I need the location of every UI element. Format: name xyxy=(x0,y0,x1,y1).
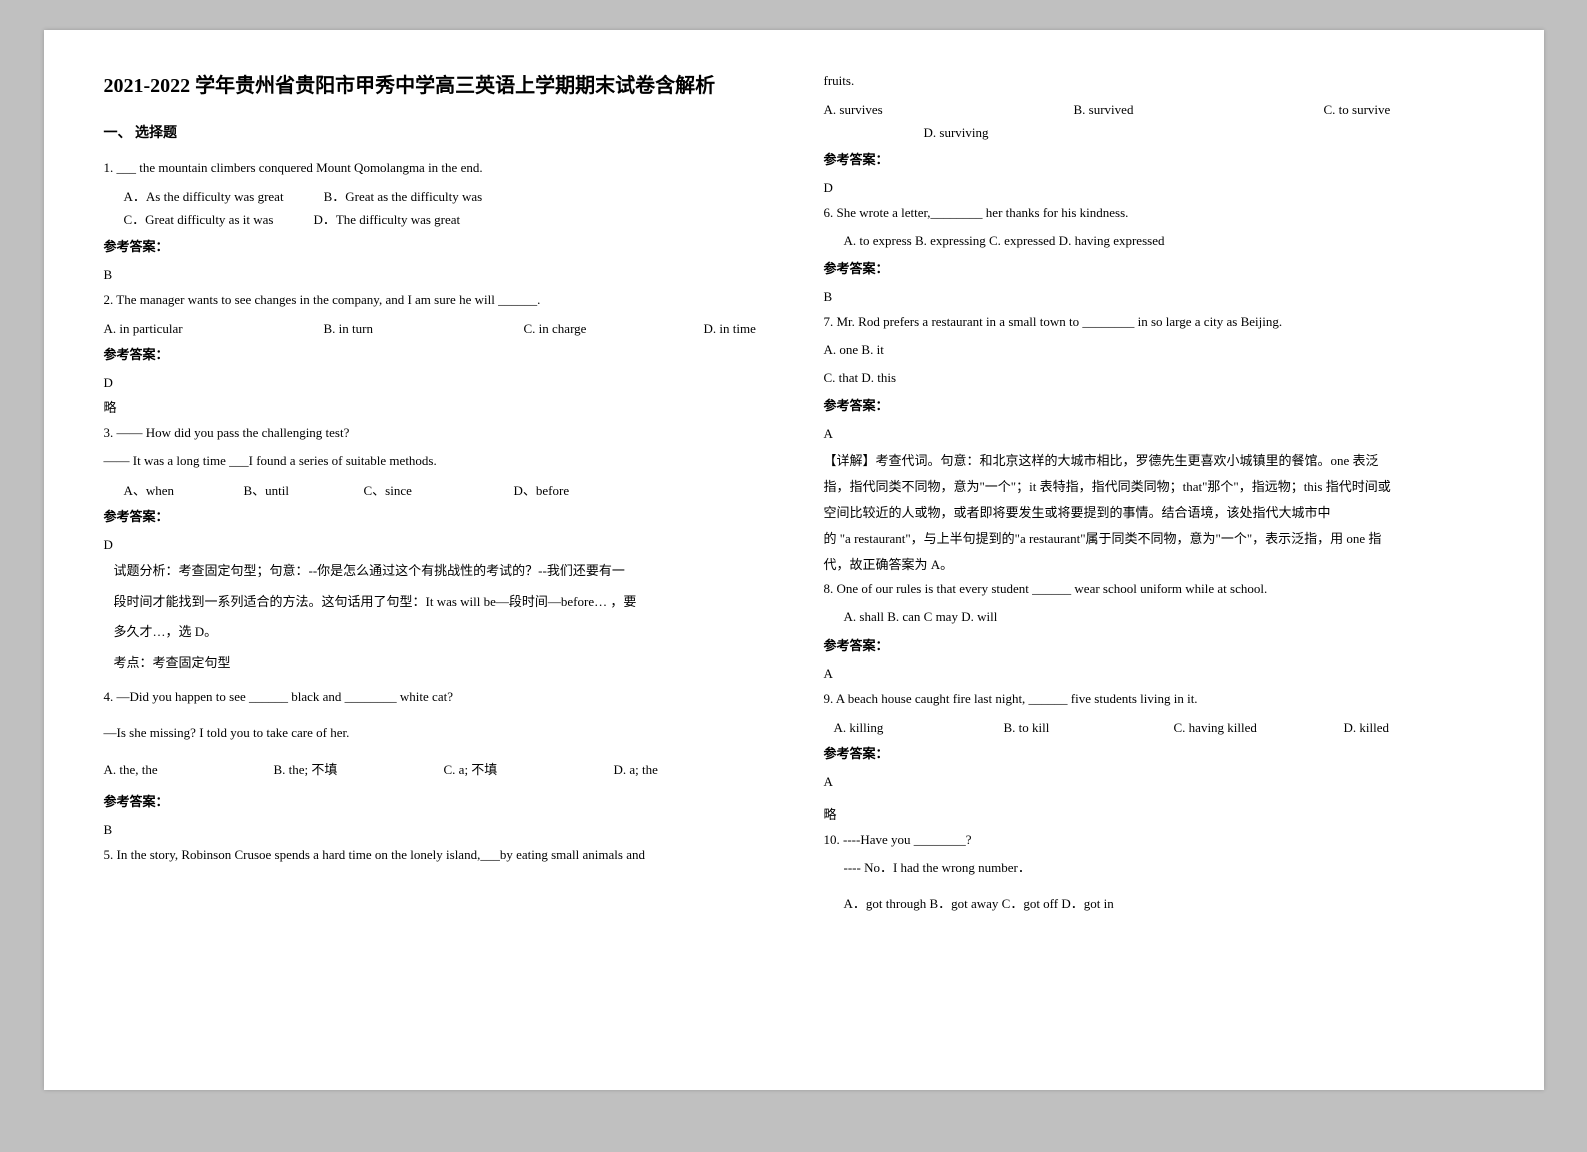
q7-exp4: 的 "a restaurant"，与上半句提到的"a restaurant"属于… xyxy=(824,526,1484,552)
answer-label: 参考答案： xyxy=(104,506,764,525)
q8-stem: 8. One of our rules is that every studen… xyxy=(824,578,1484,600)
q9-optC: C. having killed xyxy=(1174,716,1344,739)
q9-note: 略 xyxy=(824,804,1484,823)
q9-stem: 9. A beach house caught fire last night,… xyxy=(824,688,1484,710)
q1-options: A．As the difficulty was great B．Great as… xyxy=(104,185,764,232)
q6-stem: 6. She wrote a letter,________ her thank… xyxy=(824,202,1484,224)
q1-optC: C．Great difficulty as it was xyxy=(124,208,274,231)
q7-optsCD: C. that D. this xyxy=(824,367,1484,389)
q7-exp3: 空间比较近的人或物，或者即将要发生或将要提到的事情。结合语境，该处指代大城市中 xyxy=(824,500,1484,526)
q2-note: 略 xyxy=(104,397,764,416)
q4-optA: A. the, the xyxy=(104,758,274,781)
answer-label: 参考答案： xyxy=(824,258,1484,277)
q9-optA: A. killing xyxy=(834,716,1004,739)
q5-optC: C. to survive xyxy=(1324,98,1391,121)
q9-options: A. killing B. to kill C. having killed D… xyxy=(824,716,1484,739)
q3-optA: A、when xyxy=(124,479,244,502)
q7-stem: 7. Mr. Rod prefers a restaurant in a sma… xyxy=(824,311,1484,333)
q4-answer: B xyxy=(104,822,764,838)
q1-optB: B．Great as the difficulty was xyxy=(324,185,483,208)
q3-optC: C、since xyxy=(364,479,514,502)
q7-exp2: 指，指代同类不同物，意为"一个"；it 表特指，指代同类同物；that"那个"，… xyxy=(824,474,1484,500)
q10-stem: 10. ----Have you ________? xyxy=(824,829,1484,851)
q7-optsAB: A. one B. it xyxy=(824,339,1484,361)
q9-optD: D. killed xyxy=(1344,716,1390,739)
q7-exp5: 代，故正确答案为 A。 xyxy=(824,552,1484,578)
q1-stem: 1. ___ the mountain climbers conquered M… xyxy=(104,157,764,179)
answer-label: 参考答案： xyxy=(104,344,764,363)
q7-answer: A xyxy=(824,426,1484,442)
q2-options: A. in particular B. in turn C. in charge… xyxy=(104,317,764,340)
q3-stem1: 3. —— How did you pass the challenging t… xyxy=(104,422,764,444)
q4-optC: C. a; 不填 xyxy=(444,758,614,781)
q2-optC: C. in charge xyxy=(524,317,704,340)
q1-answer: B xyxy=(104,267,764,283)
q3-options: A、when B、until C、since D、before xyxy=(104,479,764,502)
q10-opts: A．got through B．got away C．got off D．got… xyxy=(824,893,1484,915)
q2-optB: B. in turn xyxy=(324,317,524,340)
q3-analysis1: 试题分析：考查固定句型；句意：--你是怎么通过这个有挑战性的考试的？--我们还要… xyxy=(104,559,764,584)
q5-stem-col2: fruits. xyxy=(824,70,1484,92)
answer-label: 参考答案： xyxy=(824,149,1484,168)
q2-optD: D. in time xyxy=(704,317,756,340)
q5-optD: D. surviving xyxy=(824,121,989,144)
right-column: fruits. A. survives B. survived C. to su… xyxy=(824,70,1484,1050)
q3-stem2: —— It was a long time ___I found a serie… xyxy=(104,450,764,472)
page-sheet: 2021-2022 学年贵州省贵阳市甲秀中学高三英语上学期期末试卷含解析 一、 … xyxy=(44,30,1544,1090)
q4-options: A. the, the B. the; 不填 C. a; 不填 D. a; th… xyxy=(104,758,764,781)
q5-stem: 5. In the story, Robinson Crusoe spends … xyxy=(104,844,764,866)
q9-answer: A xyxy=(824,774,1484,790)
q3-analysis2: 段时间才能找到一系列适合的方法。这句话用了句型：It was will be—段… xyxy=(104,590,764,615)
q1-optA: A．As the difficulty was great xyxy=(124,185,284,208)
q6-answer: B xyxy=(824,289,1484,305)
q6-opts: A. to express B. expressing C. expressed… xyxy=(824,230,1484,252)
q3-answer: D xyxy=(104,537,764,553)
q3-optD: D、before xyxy=(514,479,570,502)
q8-opts: A. shall B. can C may D. will xyxy=(824,606,1484,628)
q4-optD: D. a; the xyxy=(614,758,658,781)
q1-optD: D．The difficulty was great xyxy=(313,208,460,231)
q5-optB: B. survived xyxy=(1074,98,1324,121)
q4-stem: 4. —Did you happen to see ______ black a… xyxy=(104,686,764,708)
answer-label: 参考答案： xyxy=(824,635,1484,654)
q2-answer: D xyxy=(104,375,764,391)
q3-analysis3: 多久才…，选 D。 xyxy=(104,620,764,645)
q4-stem2: —Is she missing? I told you to take care… xyxy=(104,722,764,744)
q2-optA: A. in particular xyxy=(104,317,324,340)
exam-title: 2021-2022 学年贵州省贵阳市甲秀中学高三英语上学期期末试卷含解析 xyxy=(104,70,764,102)
answer-label: 参考答案： xyxy=(824,395,1484,414)
q2-stem: 2. The manager wants to see changes in t… xyxy=(104,289,764,311)
answer-label: 参考答案： xyxy=(104,791,764,810)
q4-optB: B. the; 不填 xyxy=(274,758,444,781)
q3-optB: B、until xyxy=(244,479,364,502)
answer-label: 参考答案： xyxy=(104,236,764,255)
q5-optA: A. survives xyxy=(824,98,1074,121)
answer-label: 参考答案： xyxy=(824,743,1484,762)
left-column: 2021-2022 学年贵州省贵阳市甲秀中学高三英语上学期期末试卷含解析 一、 … xyxy=(104,70,764,1050)
q3-analysis4: 考点：考查固定句型 xyxy=(104,651,764,676)
q5-options: A. survives B. survived C. to survive D.… xyxy=(824,98,1484,145)
q8-answer: A xyxy=(824,666,1484,682)
q7-exp1: 【详解】考查代词。句意：和北京这样的大城市相比，罗德先生更喜欢小城镇里的餐馆。o… xyxy=(824,448,1484,474)
q9-optB: B. to kill xyxy=(1004,716,1174,739)
q10-stem2: ---- No．I had the wrong number． xyxy=(824,857,1484,879)
section-1-header: 一、 选择题 xyxy=(104,122,764,142)
q5-answer: D xyxy=(824,180,1484,196)
